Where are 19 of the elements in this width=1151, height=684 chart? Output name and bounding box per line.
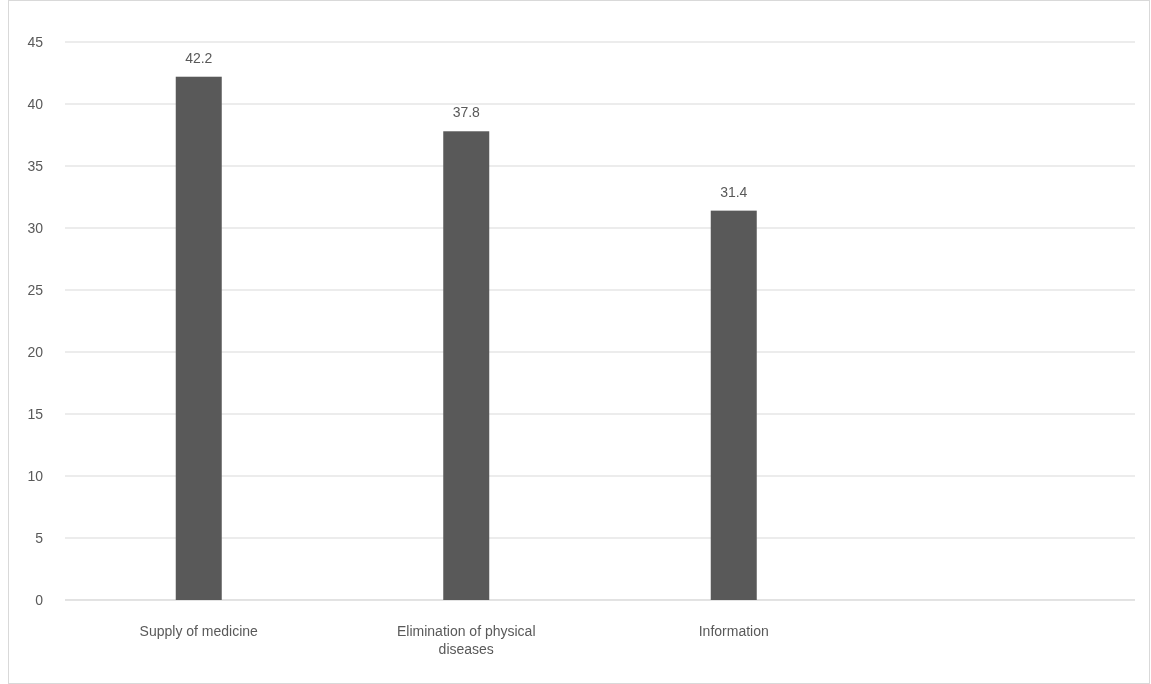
y-tick-label: 40 — [27, 95, 44, 112]
y-tick-label: 0 — [35, 591, 44, 608]
y-tick-label: 35 — [27, 157, 44, 174]
y-tick-label: 30 — [27, 219, 44, 236]
y-tick-label: 10 — [27, 467, 44, 484]
x-tick-label: Supply of medicine — [139, 623, 259, 639]
bar — [443, 131, 490, 600]
data-label: 31.4 — [720, 183, 748, 200]
x-tick-label: Information — [698, 623, 769, 639]
x-tick-label: Elimination of physical diseases — [396, 623, 536, 657]
bar — [175, 76, 222, 600]
bar — [710, 210, 757, 600]
y-tick-label: 5 — [35, 529, 44, 546]
y-tick-label: 20 — [27, 343, 44, 360]
y-tick-label: 25 — [27, 281, 44, 298]
data-label: 42.2 — [185, 49, 213, 66]
data-label: 37.8 — [452, 104, 481, 121]
y-tick-label: 45 — [27, 33, 44, 50]
y-tick-label: 15 — [27, 405, 44, 422]
